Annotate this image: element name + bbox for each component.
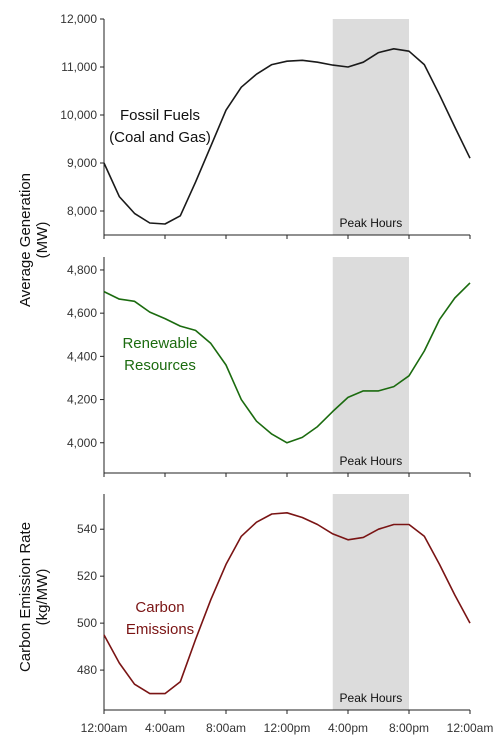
series-annotation: (Coal and Gas) <box>109 129 211 146</box>
y-tick-label: 4,400 <box>67 349 97 363</box>
peak-hours-label: Peak Hours <box>340 454 403 468</box>
y-tick-label: 9,000 <box>67 156 97 170</box>
y-tick-label: 4,800 <box>67 263 97 277</box>
x-tick-label: 4:00am <box>145 721 185 735</box>
y-tick-label: 540 <box>77 522 97 536</box>
y-axis-label-top-line-2: (MW) <box>34 222 51 259</box>
series-line-fossil <box>103 47 471 225</box>
peak-hours-band <box>332 257 409 473</box>
y-axis-label-bottom-line-1: Carbon Emission Rate <box>17 522 34 672</box>
peak-hours-band <box>332 494 409 710</box>
x-tick-label: 8:00am <box>206 721 246 735</box>
series-annotation: Fossil Fuels <box>120 107 200 124</box>
y-tick-label: 500 <box>77 616 97 630</box>
series-line-renewable <box>103 282 471 444</box>
series-annotation: Resources <box>124 357 196 374</box>
y-tick-label: 4,200 <box>67 393 97 407</box>
x-tick-label: 12:00am <box>447 721 494 735</box>
y-tick-label: 10,000 <box>60 108 97 122</box>
x-tick-label: 8:00pm <box>389 721 429 735</box>
y-axis-label-top-line-1: Average Generation <box>17 173 34 307</box>
series-line-carbon <box>103 511 471 695</box>
y-tick-label: 4,000 <box>67 436 97 450</box>
y-tick-label: 8,000 <box>67 204 97 218</box>
x-tick-label: 12:00pm <box>264 721 311 735</box>
peak-hours-label: Peak Hours <box>340 691 403 705</box>
panel-renewable: Peak Hours 4,000 4,200 4,400 4,600 4,800 Renew… <box>67 257 471 477</box>
y-axis-label-bottom-line-2: (kg/MW) <box>34 569 51 626</box>
chart-panels: Peak Hours 8,000 9,000 10,000 11,000 12,000 Fo… <box>60 12 493 735</box>
y-tick-label: 480 <box>77 663 97 677</box>
y-tick-label: 11,000 <box>61 60 97 74</box>
series-annotation: Renewable <box>122 335 197 352</box>
peak-hours-label: Peak Hours <box>340 216 403 230</box>
peak-hours-band <box>332 19 409 235</box>
series-annotation: Carbon <box>135 599 184 616</box>
series-annotation: Emissions <box>126 621 194 638</box>
x-tick-label: 12:00am <box>81 721 128 735</box>
y-tick-label: 520 <box>77 569 97 583</box>
panel-carbon: Peak Hours 480 500 520 540 Carbon Emissions <box>77 494 471 714</box>
x-tick-label: 4:00pm <box>328 721 368 735</box>
y-tick-label: 4,600 <box>67 306 97 320</box>
panel-fossil: Peak Hours 8,000 9,000 10,000 11,000 12,000 Fo… <box>60 12 471 239</box>
y-tick-label: 12,000 <box>60 12 97 26</box>
